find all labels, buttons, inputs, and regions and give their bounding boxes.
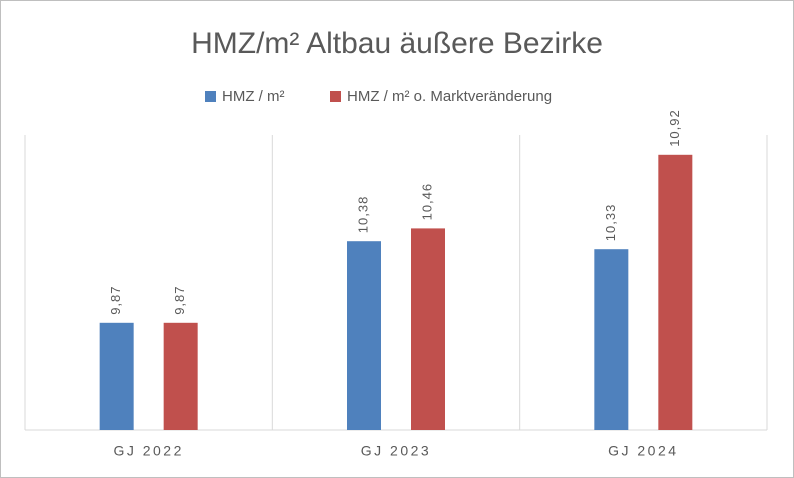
legend-label: HMZ / m²: [222, 88, 284, 105]
bar: [99, 322, 134, 430]
bar: [594, 249, 629, 430]
x-tick-label: GJ 2024: [608, 443, 678, 459]
value-label: 10,46: [419, 183, 434, 221]
chart-title: HMZ/m² Altbau äußere Bezirke: [191, 27, 603, 60]
bar: [163, 322, 198, 430]
legend-swatch: [330, 91, 341, 102]
bar: [658, 154, 693, 431]
bar: [411, 228, 445, 430]
value-label: 10,38: [355, 196, 370, 234]
x-tick-label: GJ 2022: [113, 443, 183, 459]
legend-label: HMZ / m² o. Marktveränderung: [347, 88, 552, 105]
x-tick-label: GJ 2023: [361, 443, 431, 459]
legend-swatch: [205, 91, 216, 102]
value-label: 9,87: [172, 285, 187, 314]
value-label: 10,33: [603, 204, 618, 242]
bar: [347, 241, 381, 430]
value-label: 10,92: [667, 109, 682, 147]
value-label: 9,87: [108, 285, 123, 314]
